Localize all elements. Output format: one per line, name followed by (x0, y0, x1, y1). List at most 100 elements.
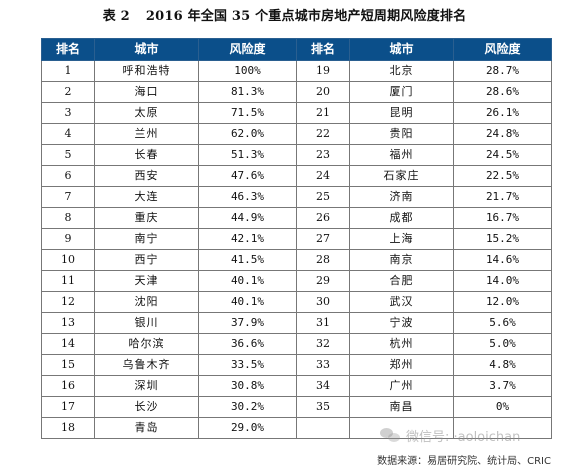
rank-cell-left: 4 (41, 123, 95, 145)
table-row: 1 呼和浩特 100% 19 北京 28.7% (41, 60, 552, 82)
risk-cell-right: 21.7% (453, 186, 552, 208)
header-risk-left: 风险度 (198, 38, 297, 61)
rank-cell-right: 31 (296, 312, 350, 334)
table-number: 表 2 (102, 9, 130, 24)
table-row: 10 西宁 41.5% 28 南京 14.6% (41, 249, 552, 271)
rank-cell-right: 34 (296, 375, 350, 397)
rank-cell-left: 16 (41, 375, 95, 397)
rank-cell-left: 17 (41, 396, 95, 418)
risk-cell-left: 42.1% (198, 228, 297, 250)
rank-cell-left: 9 (41, 228, 95, 250)
city-cell-left: 沈阳 (94, 291, 199, 313)
risk-cell-left: 71.5% (198, 102, 297, 124)
rank-cell-right: 25 (296, 186, 350, 208)
table-row: 16 深圳 30.8% 34 广州 3.7% (41, 375, 552, 397)
city-cell-left: 呼和浩特 (94, 60, 199, 82)
table-row: 14 哈尔滨 36.6% 32 杭州 5.0% (41, 333, 552, 355)
rank-cell-right: 28 (296, 249, 350, 271)
table-row: 15 乌鲁木齐 33.5% 33 郑州 4.8% (41, 354, 552, 376)
risk-cell-right: 22.5% (453, 165, 552, 187)
city-cell-left: 太原 (94, 102, 199, 124)
rank-cell-left: 2 (41, 81, 95, 103)
rank-cell-right: 32 (296, 333, 350, 355)
rank-cell-right: 26 (296, 207, 350, 229)
header-city-left: 城市 (94, 38, 199, 61)
risk-cell-right: 4.8% (453, 354, 552, 376)
risk-cell-right: 28.7% (453, 60, 552, 82)
city-cell-left: 长沙 (94, 396, 199, 418)
header-risk-right: 风险度 (453, 38, 552, 61)
city-cell-left: 青岛 (94, 417, 199, 439)
risk-cell-left: 51.3% (198, 144, 297, 166)
table-row: 3 太原 71.5% 21 昆明 26.1% (41, 102, 552, 124)
risk-cell-left: 44.9% (198, 207, 297, 229)
city-cell-left: 南宁 (94, 228, 199, 250)
rank-cell-right: 19 (296, 60, 350, 82)
city-cell-right: 杭州 (349, 333, 454, 355)
risk-cell-right: 24.8% (453, 123, 552, 145)
city-cell-right: 南京 (349, 249, 454, 271)
header-city-right: 城市 (349, 38, 454, 61)
city-cell-right: 石家庄 (349, 165, 454, 187)
risk-cell-left: 33.5% (198, 354, 297, 376)
city-cell-right: 郑州 (349, 354, 454, 376)
rank-cell-left: 10 (41, 249, 95, 271)
table-row: 8 重庆 44.9% 26 成都 16.7% (41, 207, 552, 229)
table-row: 6 西安 47.6% 24 石家庄 22.5% (41, 165, 552, 187)
rank-cell-left: 18 (41, 417, 95, 439)
city-cell-right: 福州 (349, 144, 454, 166)
risk-cell-right: 24.5% (453, 144, 552, 166)
rank-cell-right: 21 (296, 102, 350, 124)
rank-cell-left: 3 (41, 102, 95, 124)
table-row: 7 大连 46.3% 25 济南 21.7% (41, 186, 552, 208)
risk-cell-left: 81.3% (198, 81, 297, 103)
rank-cell-right (296, 417, 350, 439)
city-cell-right: 广州 (349, 375, 454, 397)
risk-cell-right: 26.1% (453, 102, 552, 124)
table-row: 5 长春 51.3% 23 福州 24.5% (41, 144, 552, 166)
risk-cell-right: 3.7% (453, 375, 552, 397)
table-title-text: 2016 年全国 35 个重点城市房地产短周期风险度排名 (145, 9, 467, 24)
city-cell-right: 武汉 (349, 291, 454, 313)
risk-cell-left: 41.5% (198, 249, 297, 271)
city-cell-right: 上海 (349, 228, 454, 250)
rank-cell-right: 30 (296, 291, 350, 313)
city-cell-left: 天津 (94, 270, 199, 292)
city-cell-left: 银川 (94, 312, 199, 334)
risk-cell-left: 37.9% (198, 312, 297, 334)
city-cell-left: 兰州 (94, 123, 199, 145)
rank-cell-right: 27 (296, 228, 350, 250)
risk-cell-left: 46.3% (198, 186, 297, 208)
rank-cell-left: 5 (41, 144, 95, 166)
risk-cell-right: 5.0% (453, 333, 552, 355)
table-row: 18 青岛 29.0% (41, 417, 552, 439)
risk-cell-left: 30.8% (198, 375, 297, 397)
city-cell-right: 厦门 (349, 81, 454, 103)
rank-cell-right: 33 (296, 354, 350, 376)
risk-cell-left: 47.6% (198, 165, 297, 187)
city-cell-right: 宁波 (349, 312, 454, 334)
rank-cell-right: 22 (296, 123, 350, 145)
rank-cell-left: 1 (41, 60, 95, 82)
city-cell-right: 合肥 (349, 270, 454, 292)
table-row: 9 南宁 42.1% 27 上海 15.2% (41, 228, 552, 250)
table-title: 表 2 2016 年全国 35 个重点城市房地产短周期风险度排名 (0, 8, 569, 26)
header-rank-right: 排名 (296, 38, 350, 61)
risk-cell-left: 40.1% (198, 291, 297, 313)
city-cell-right (349, 417, 454, 439)
table-body: 1 呼和浩特 100% 19 北京 28.7% 2 海口 81.3% 20 厦门 28.6% 3 太原 71… (41, 60, 552, 439)
city-cell-right: 成都 (349, 207, 454, 229)
table-row: 12 沈阳 40.1% 30 武汉 12.0% (41, 291, 552, 313)
risk-cell-right: 0% (453, 396, 552, 418)
city-cell-right: 北京 (349, 60, 454, 82)
rank-cell-right: 23 (296, 144, 350, 166)
data-source: 数据来源：易居研究院、统计局、CRIC (377, 456, 551, 467)
rank-cell-right: 20 (296, 81, 350, 103)
city-cell-left: 哈尔滨 (94, 333, 199, 355)
city-cell-left: 乌鲁木齐 (94, 354, 199, 376)
city-cell-left: 海口 (94, 81, 199, 103)
risk-cell-right: 15.2% (453, 228, 552, 250)
rank-cell-left: 12 (41, 291, 95, 313)
risk-cell-right: 14.0% (453, 270, 552, 292)
city-cell-right: 济南 (349, 186, 454, 208)
